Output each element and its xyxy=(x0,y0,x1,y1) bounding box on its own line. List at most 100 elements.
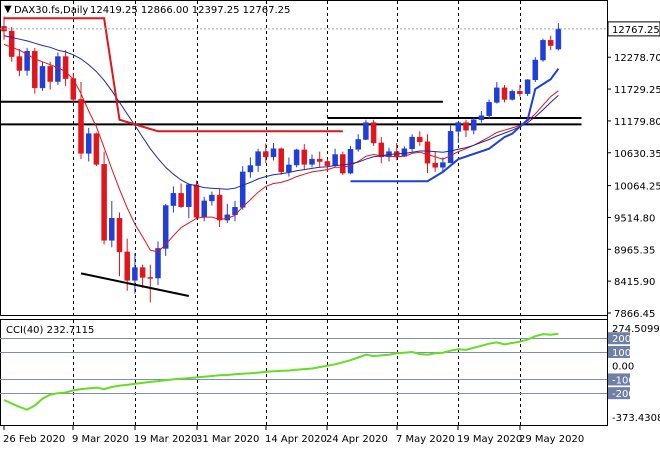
candle-68[interactable] xyxy=(524,79,531,96)
candle-24[interactable] xyxy=(186,183,192,219)
candle-38[interactable] xyxy=(293,148,300,168)
candle-70[interactable] xyxy=(540,38,546,62)
ma-slow-line xyxy=(3,35,559,190)
moving-averages xyxy=(0,17,607,297)
price-tick-label-7: 8965.35 xyxy=(614,245,655,256)
candle-66[interactable] xyxy=(509,89,515,101)
candle-58[interactable] xyxy=(447,125,454,164)
blue-stop-line xyxy=(350,68,560,183)
cci-tick-label-6: -373.4308 xyxy=(612,413,660,424)
candle-53[interactable] xyxy=(409,134,415,152)
price-tick-label-2: 11729.25 xyxy=(614,85,660,96)
horizontal-lines xyxy=(0,100,582,126)
date-label-3: 31 Mar 2020 xyxy=(196,434,259,445)
price-tick-label-1: 12278.70 xyxy=(614,53,660,64)
candle-2[interactable] xyxy=(16,49,23,77)
candle-4[interactable] xyxy=(32,47,38,94)
candle-18[interactable] xyxy=(139,264,146,288)
price-tick-label-4: 10630.35 xyxy=(614,149,660,160)
candle-28[interactable] xyxy=(216,189,223,227)
candle-65[interactable] xyxy=(501,84,508,103)
candle-25[interactable] xyxy=(193,180,200,220)
candle-23[interactable] xyxy=(178,183,184,208)
current-price-label: 12767.25 xyxy=(612,25,660,36)
candle-49[interactable] xyxy=(378,137,385,164)
candle-21[interactable] xyxy=(162,203,169,256)
symbol-header: DAX30.fs,Daily xyxy=(14,5,88,16)
candle-30[interactable] xyxy=(232,200,238,222)
candle-60[interactable] xyxy=(463,119,469,138)
candle-69[interactable] xyxy=(532,57,539,83)
cci-level-badge-5 xyxy=(608,387,630,400)
candle-3[interactable] xyxy=(24,47,30,76)
candle-44[interactable] xyxy=(340,151,346,175)
candle-67[interactable] xyxy=(517,84,523,97)
candle-62[interactable] xyxy=(478,111,485,123)
candle-27[interactable] xyxy=(209,191,215,206)
candle-35[interactable] xyxy=(270,142,277,161)
cci-vertical-grid xyxy=(73,320,521,425)
candle-57[interactable] xyxy=(440,157,446,172)
candle-40[interactable] xyxy=(309,154,315,168)
candle-32[interactable] xyxy=(247,157,254,178)
cci-header: CCI(40) 232.7115 xyxy=(6,325,94,336)
current-price-marker: 12767.25 xyxy=(607,21,660,37)
candle-15[interactable] xyxy=(116,212,123,277)
candle-1[interactable] xyxy=(8,26,15,62)
candle-34[interactable] xyxy=(263,143,269,164)
candle-61[interactable] xyxy=(470,118,477,135)
candle-12[interactable] xyxy=(93,132,100,167)
date-label-7: 19 May 2020 xyxy=(457,434,522,445)
date-label-6: 7 May 2020 xyxy=(396,434,455,445)
date-label-8: 29 May 2020 xyxy=(519,434,584,445)
cci-line xyxy=(3,332,559,411)
symbol-header-icon: ▼ xyxy=(4,4,12,15)
candle-33[interactable] xyxy=(255,148,261,172)
candle-55[interactable] xyxy=(424,134,431,174)
cci-series-line xyxy=(3,332,559,411)
candle-54[interactable] xyxy=(417,131,423,146)
candle-20[interactable] xyxy=(155,241,161,285)
candle-13[interactable] xyxy=(101,151,107,245)
date-label-0: 26 Feb 2020 xyxy=(3,434,65,445)
candle-36[interactable] xyxy=(278,147,284,175)
candle-47[interactable] xyxy=(363,119,369,141)
candle-63[interactable] xyxy=(486,99,492,119)
candle-56[interactable] xyxy=(432,151,438,172)
candle-19[interactable] xyxy=(147,264,154,303)
candle-8[interactable] xyxy=(62,50,69,87)
candle-51[interactable] xyxy=(393,142,400,161)
candle-43[interactable] xyxy=(332,148,338,168)
cci-tick-label-2: 100 xyxy=(612,348,631,359)
candle-41[interactable] xyxy=(316,151,323,168)
candles xyxy=(1,16,562,303)
candle-46[interactable] xyxy=(355,134,361,152)
candle-31[interactable] xyxy=(239,166,246,210)
candle-48[interactable] xyxy=(370,119,377,146)
date-label-4: 14 Apr 2020 xyxy=(265,434,327,445)
candle-17[interactable] xyxy=(132,253,138,294)
candle-14[interactable] xyxy=(109,200,115,248)
candle-6[interactable] xyxy=(47,61,53,90)
candle-39[interactable] xyxy=(301,144,308,170)
candle-45[interactable] xyxy=(347,145,354,175)
ohlc-header: 12419.25 12866.00 12397.25 12767.25 xyxy=(90,5,290,16)
candle-5[interactable] xyxy=(39,61,46,91)
price-tick-label-3: 11179.80 xyxy=(614,117,660,128)
date-label-5: 24 Apr 2020 xyxy=(326,434,388,445)
candle-22[interactable] xyxy=(170,186,177,213)
price-tick-label-5: 10064.25 xyxy=(614,182,660,193)
candle-11[interactable] xyxy=(85,127,92,162)
candle-37[interactable] xyxy=(286,157,292,177)
price-tick-label-6: 9514.80 xyxy=(614,213,655,224)
red-stop-line xyxy=(4,17,343,133)
candle-72[interactable] xyxy=(555,23,562,51)
candle-29[interactable] xyxy=(224,203,231,223)
trend-line[interactable] xyxy=(80,272,190,297)
candle-59[interactable] xyxy=(455,120,462,143)
cci-tick-label-0: 274.5099 xyxy=(612,324,660,335)
candle-64[interactable] xyxy=(494,82,500,104)
candle-71[interactable] xyxy=(547,35,554,51)
